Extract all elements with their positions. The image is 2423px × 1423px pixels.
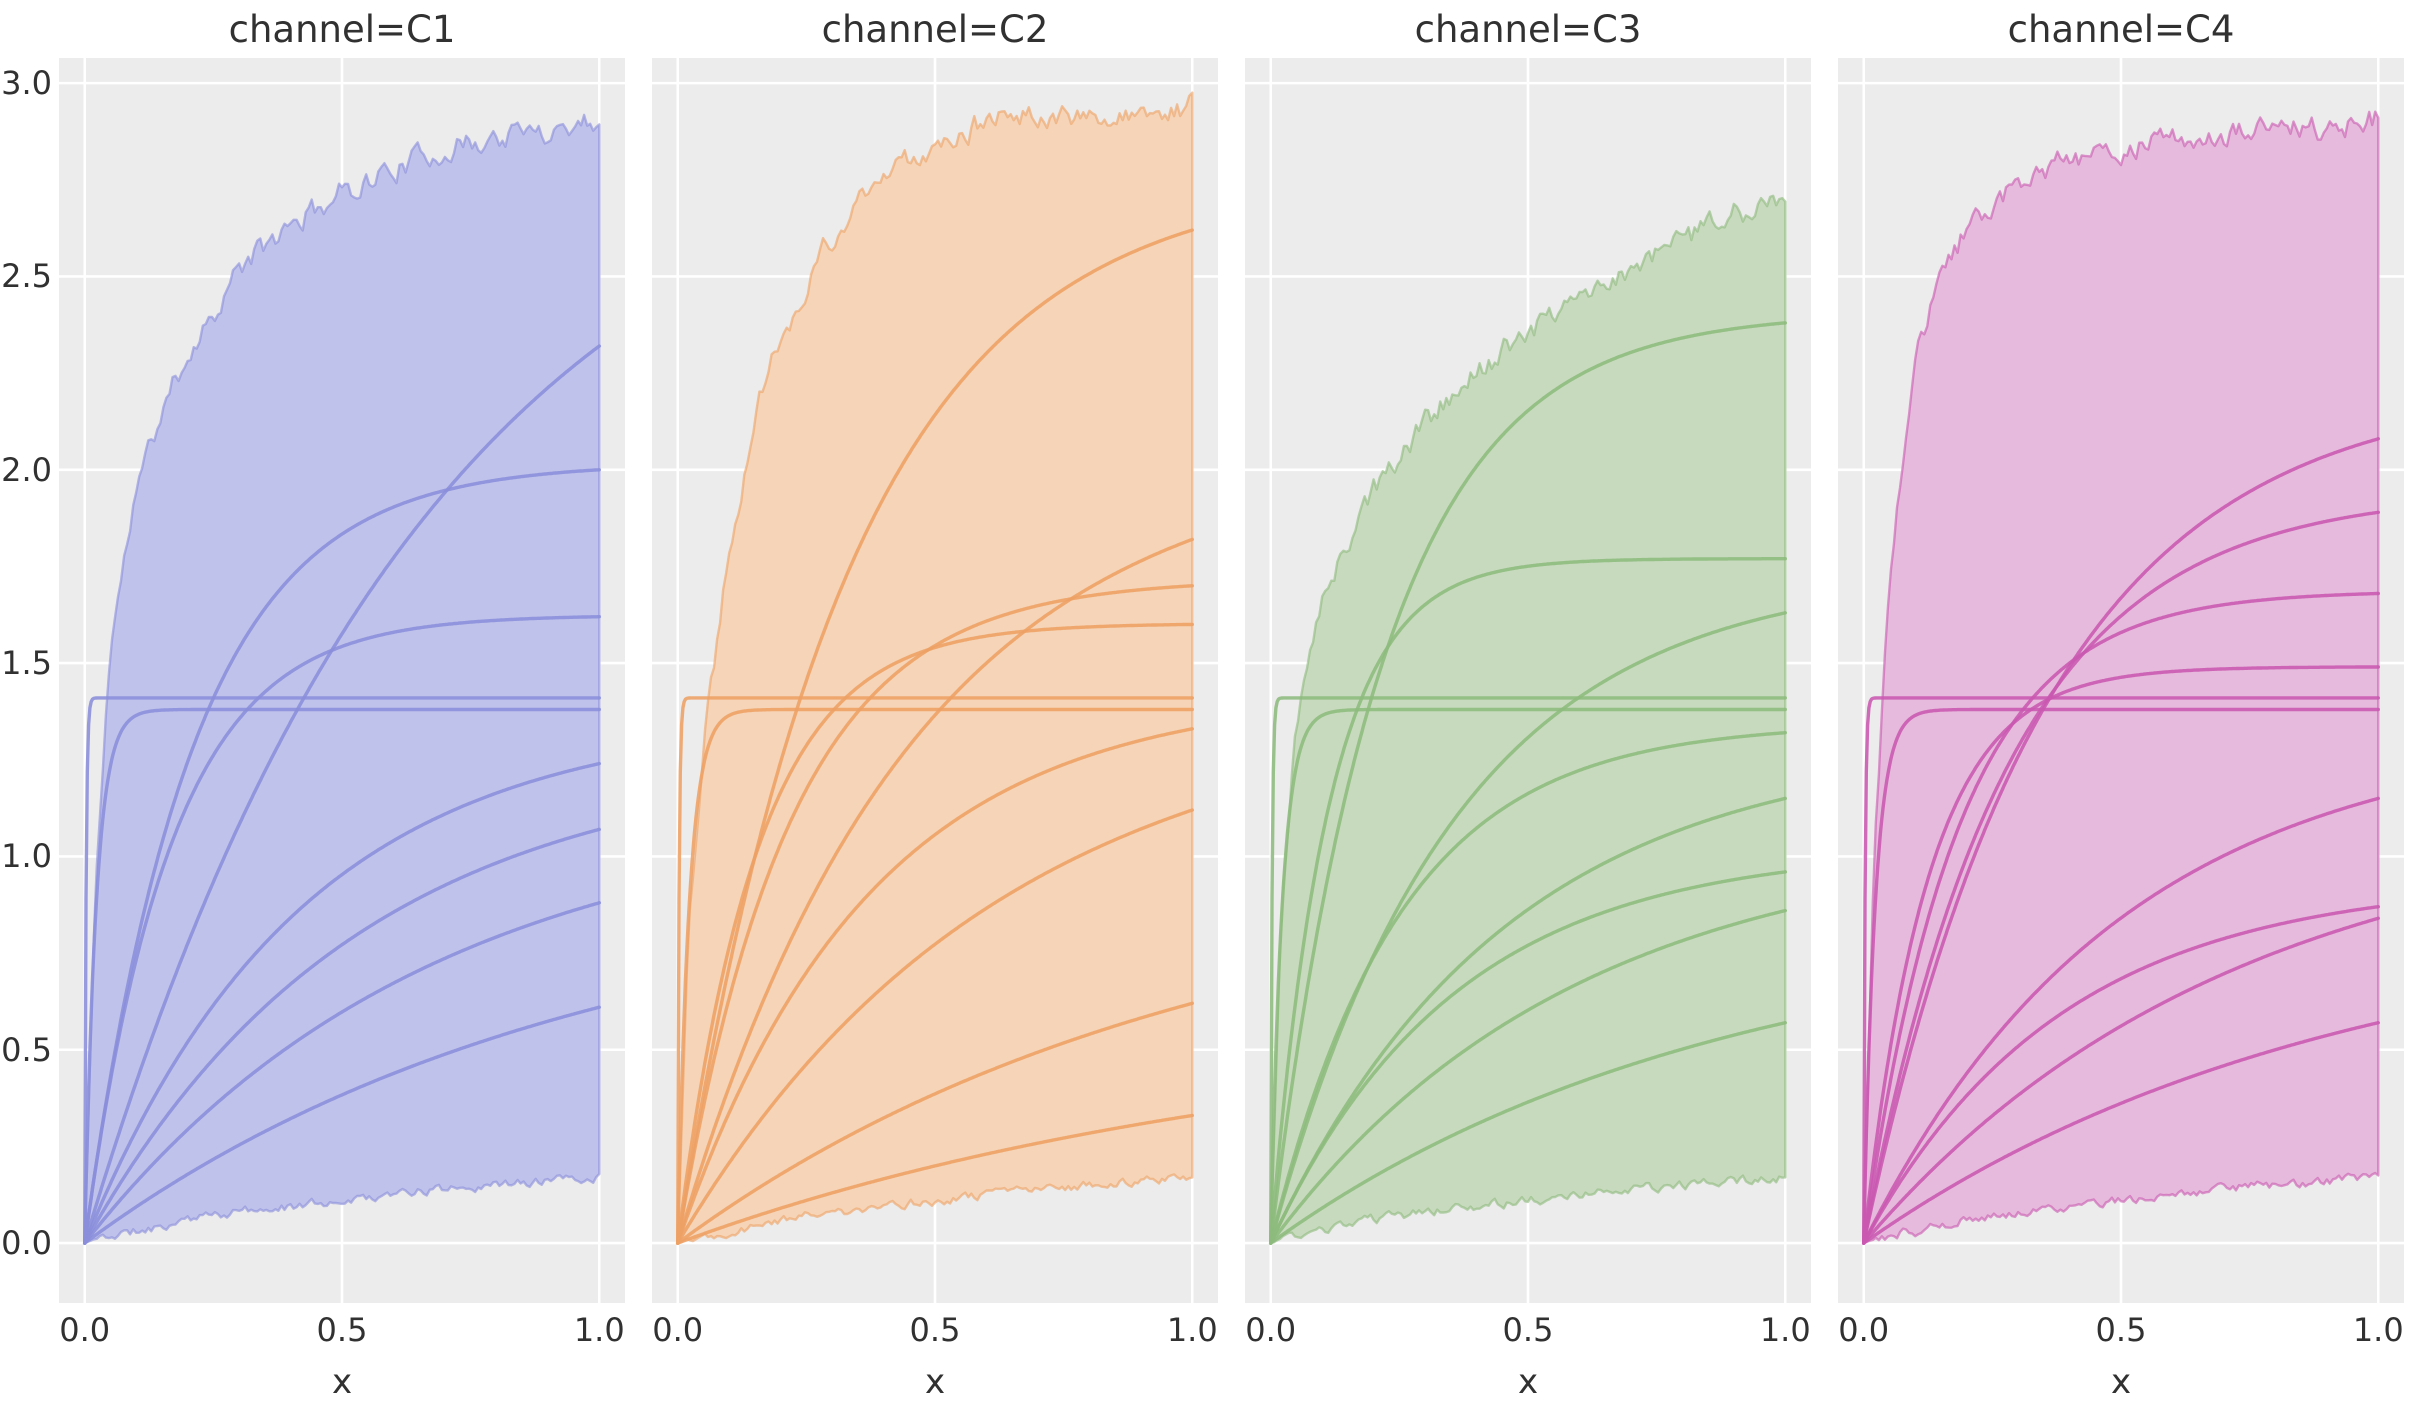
facet-title-C1: channel=C1 [228,8,456,51]
x-axis-label-C4: x [2110,1362,2132,1402]
x-tick-label: 0.0 [59,1311,111,1349]
curve-C2-6 [676,727,1194,1245]
curve-C3-0 [1269,696,1787,1245]
curve-C2-8 [676,1001,1194,1245]
curve-C4-7 [1862,905,2380,1245]
minmax-band-C3 [1269,194,1787,1245]
facet-panel-C4 [1838,58,2404,1303]
curve-C1-5 [83,761,601,1245]
curve-C1-6 [83,827,601,1245]
y-tick-label: 3.0 [1,64,52,103]
curve-C2-3 [676,537,1194,1245]
curve-C3-5 [1269,731,1787,1245]
curve-C3-9 [1269,1021,1787,1245]
curve-C4-2 [1862,437,2380,1245]
x-tick-label: 0.0 [1838,1311,1890,1349]
x-tick-label: 1.0 [573,1311,625,1349]
curve-C2-5 [676,622,1194,1245]
curve-C1-8 [83,1005,601,1245]
curve-C3-8 [1269,908,1787,1245]
curve-C1-4 [83,615,601,1245]
curve-C2-0 [676,696,1194,1245]
facet-title-C3: channel=C3 [1414,8,1642,51]
x-tick-label: 0.5 [316,1311,368,1349]
curve-C3-6 [1269,796,1787,1245]
curve-C4-0 [1862,696,2380,1245]
x-tick-label: 0.5 [909,1311,961,1349]
y-tick-label: 0.5 [1,1030,52,1069]
curve-C2-2 [676,228,1194,1245]
curve-C4-3 [1862,510,2380,1245]
y-tick-label: 2.0 [1,450,52,489]
curve-C1-3 [83,468,601,1245]
curve-C4-4 [1862,591,2380,1245]
x-axis-label-C3: x [1517,1362,1539,1402]
facet-panel-C3 [1245,58,1811,1303]
curve-C2-4 [676,584,1194,1245]
minmax-band-C1 [83,113,601,1245]
curve-C4-5 [1862,665,2380,1245]
x-tick-label: 1.0 [1759,1311,1811,1349]
curve-C1-7 [83,901,601,1245]
curve-C2-9 [676,1113,1194,1245]
x-tick-label: 0.0 [1245,1311,1297,1349]
curve-C1-2 [83,344,601,1245]
x-axis-label-C1: x [331,1362,353,1402]
y-tick-label: 1.0 [1,837,52,876]
facet-title-C2: channel=C2 [821,8,1049,51]
x-tick-label: 0.5 [2095,1311,2147,1349]
curve-C3-3 [1269,557,1787,1245]
facet-panel-C1 [59,58,625,1303]
curve-C1-0 [83,696,601,1245]
facet-panel-C2 [652,58,1218,1303]
curve-C3-2 [1269,321,1787,1245]
y-tick-label: 0.0 [1,1224,52,1263]
curve-C4-1 [1862,707,2380,1245]
curve-C3-7 [1269,870,1787,1245]
curve-C1-1 [83,707,601,1245]
facet-title-C4: channel=C4 [2007,8,2235,51]
curve-C4-8 [1862,916,2380,1245]
x-tick-label: 0.0 [652,1311,704,1349]
curve-C2-1 [676,707,1194,1245]
minmax-band-C2 [676,91,1194,1245]
x-tick-label: 0.5 [1502,1311,1554,1349]
curve-C4-6 [1862,796,2380,1245]
x-tick-label: 1.0 [1166,1311,1218,1349]
y-tick-label: 1.5 [1,644,52,683]
x-axis-label-C2: x [924,1362,946,1402]
curve-C4-9 [1862,1021,2380,1245]
curve-C2-7 [676,808,1194,1245]
x-tick-label: 1.0 [2352,1311,2404,1349]
y-tick-label: 2.5 [1,257,52,296]
